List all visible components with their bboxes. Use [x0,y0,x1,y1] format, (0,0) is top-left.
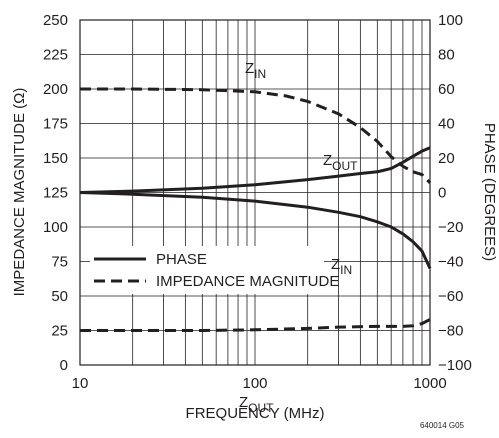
x-axis-label: FREQUENCY (MHz) [186,405,325,422]
y-left-tick-label: 100 [43,219,68,236]
y-left-tick-label: 250 [43,12,68,29]
figure-code: 640014 G05 [420,421,465,430]
y-left-tick-label: 50 [51,288,68,305]
y-left-tick-label: 225 [43,47,68,64]
x-tick-label: 100 [242,375,267,392]
annotation-zin-magnitude: ZIN [245,60,266,81]
y-right-tick-label: 60 [438,81,455,98]
y-right-tick-label: 100 [438,12,463,29]
y-left-tick-label: 150 [43,150,68,167]
y-left-tick-label: 0 [60,357,68,374]
y-right-tick-label: −40 [438,254,463,271]
y-left-tick-label: 25 [51,323,68,340]
legend-magnitude-label: IMPEDANCE MAGNITUDE [156,273,339,290]
annotation-subscript: IN [254,67,266,81]
y-right-tick-label: −60 [438,288,463,305]
y-right-tick-label: −20 [438,219,463,236]
series-layer [79,87,432,332]
y-right-tick-label: 40 [438,116,455,133]
tick-labels: 0255075100125150175200225250−100−80−60−4… [43,12,472,392]
zout-magnitude-line [80,318,431,332]
annotation-main: Z [331,256,340,273]
y-axis-right-label: PHASE (DEGREES) [481,123,498,261]
annotation-subscript: OUT [248,401,274,415]
zout-phase-line [79,146,431,194]
legend-background [90,246,324,294]
annotation-main: Z [239,394,248,411]
y-left-tick-label: 200 [43,81,68,98]
y-right-tick-label: 20 [438,150,455,167]
y-left-tick-label: 175 [43,116,68,133]
y-axis-left-label: IMPEDANCE MAGNITUDE (Ω) [11,88,28,297]
annotation-zin-phase: ZIN [331,256,352,277]
zin-phase-line [79,191,432,270]
annotation-subscript: IN [340,263,352,277]
legend: PHASE IMPEDANCE MAGNITUDE [90,246,339,294]
y-left-tick-label: 125 [43,185,68,202]
annotation-zout-magnitude: ZOUT [239,394,274,415]
y-right-tick-label: 0 [438,185,446,202]
annotation-subscript: OUT [332,159,358,173]
x-tick-label: 10 [72,375,89,392]
y-right-tick-label: −100 [438,357,472,374]
annotation-zout-phase: ZOUT [323,152,358,173]
y-right-tick-label: 80 [438,47,455,64]
y-right-tick-label: −80 [438,323,463,340]
annotation-main: Z [323,152,332,169]
x-tick-label: 1000 [413,375,446,392]
y-left-tick-label: 75 [51,254,68,271]
annotation-main: Z [245,60,254,77]
legend-phase-label: PHASE [156,251,207,268]
zin-magnitude-line [80,87,432,184]
plot-frame [79,19,431,366]
